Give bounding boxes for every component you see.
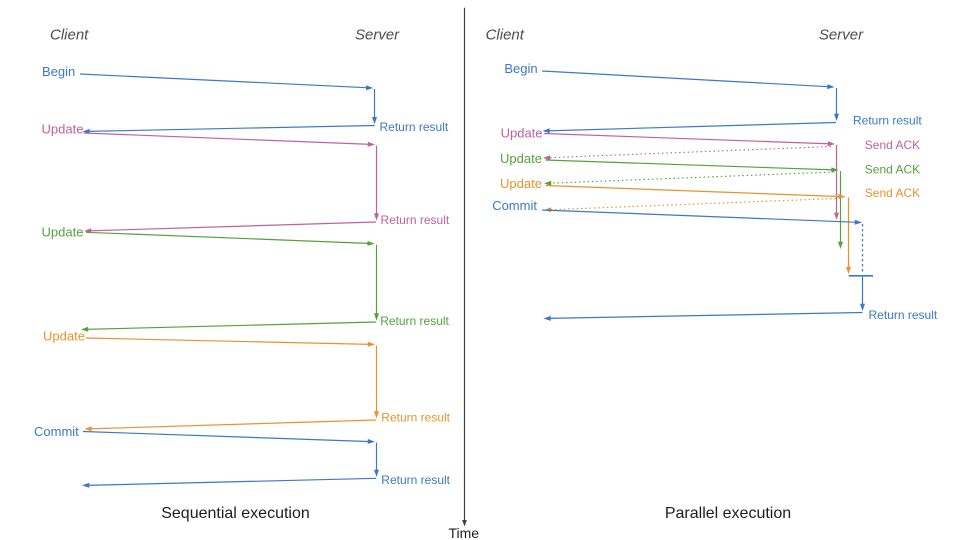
svg-text:Send ACK: Send ACK bbox=[865, 162, 920, 176]
svg-text:Update: Update bbox=[43, 329, 85, 344]
svg-text:Send ACK: Send ACK bbox=[865, 138, 920, 152]
svg-text:Commit: Commit bbox=[34, 424, 79, 439]
svg-text:Begin: Begin bbox=[42, 64, 75, 79]
svg-text:Return result: Return result bbox=[853, 113, 922, 127]
svg-text:Return result: Return result bbox=[380, 314, 449, 328]
svg-text:Send ACK: Send ACK bbox=[865, 186, 920, 200]
svg-text:Update: Update bbox=[501, 126, 543, 141]
svg-text:Client: Client bbox=[486, 26, 525, 43]
svg-text:Commit: Commit bbox=[492, 198, 537, 213]
svg-text:Return result: Return result bbox=[869, 308, 938, 322]
svg-text:Return result: Return result bbox=[381, 473, 450, 487]
svg-text:Return result: Return result bbox=[381, 410, 450, 424]
svg-text:Time: Time bbox=[449, 525, 480, 540]
svg-text:Parallel execution: Parallel execution bbox=[665, 505, 791, 522]
svg-text:Update: Update bbox=[500, 151, 542, 166]
svg-text:Server: Server bbox=[819, 26, 864, 43]
svg-text:Update: Update bbox=[42, 122, 84, 137]
svg-text:Client: Client bbox=[50, 26, 89, 43]
svg-text:Update: Update bbox=[500, 176, 542, 191]
svg-text:Server: Server bbox=[355, 26, 400, 43]
svg-text:Return result: Return result bbox=[381, 213, 450, 227]
svg-text:Update: Update bbox=[42, 225, 84, 240]
svg-text:Sequential execution: Sequential execution bbox=[161, 505, 310, 522]
svg-text:Begin: Begin bbox=[504, 61, 537, 76]
svg-text:Return result: Return result bbox=[380, 120, 449, 134]
